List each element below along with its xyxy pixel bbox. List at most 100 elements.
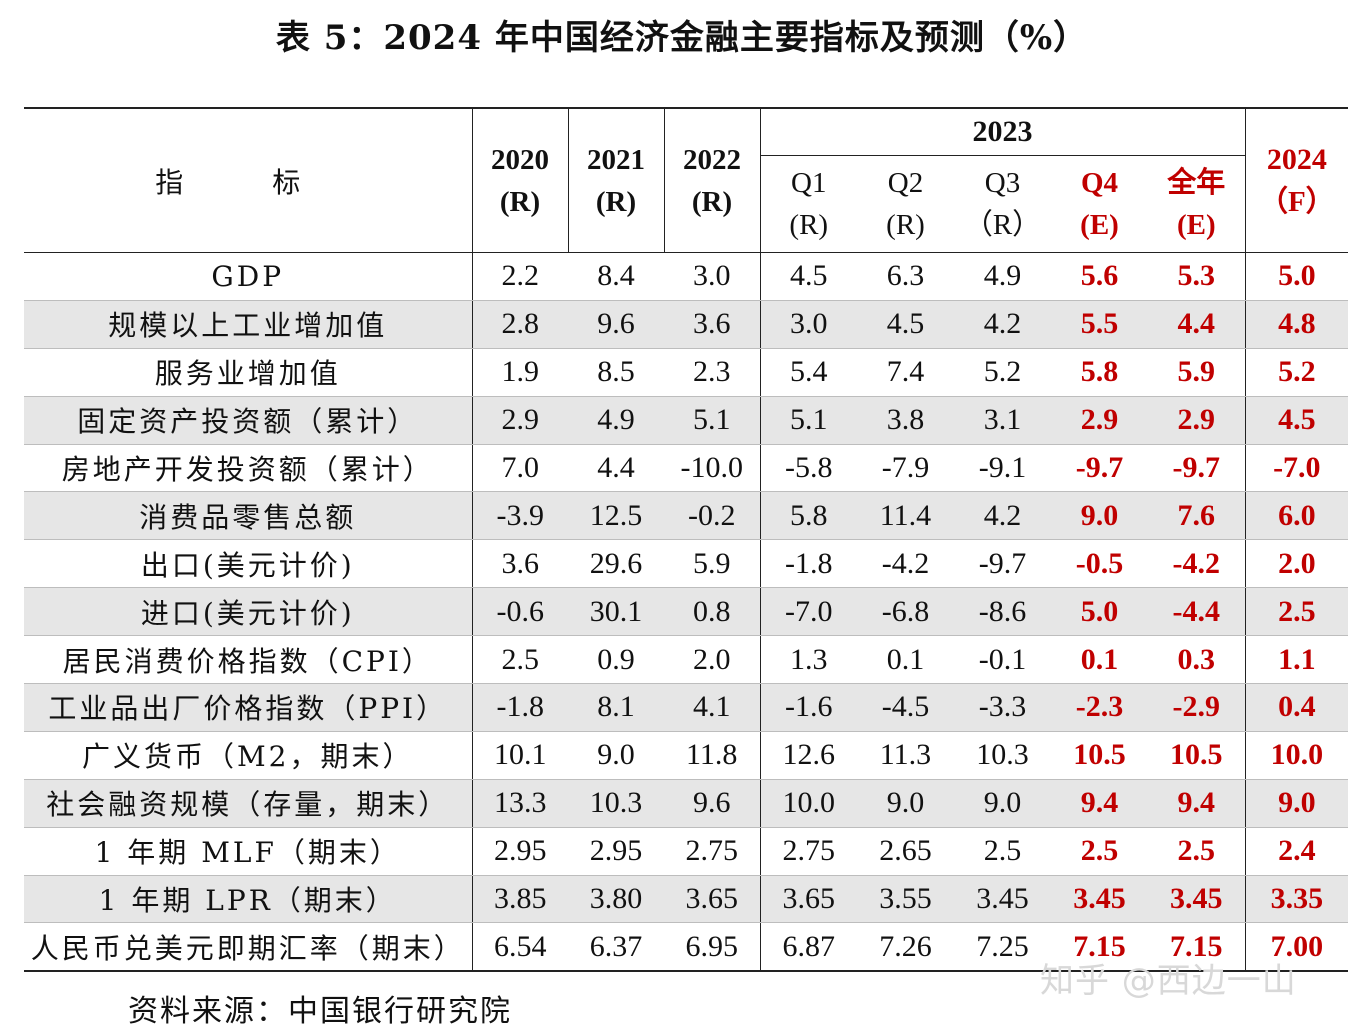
value-cell: 3.6	[471, 539, 568, 589]
table-row: 人民币兑美元即期汇率（期末） 6.54 6.37 6.95 6.87 7.26 7.25 7.…	[24, 922, 1349, 973]
value-cell: -3.3	[954, 683, 1051, 732]
header-q4: Q4 (E)	[1051, 155, 1148, 253]
indicator-table: 指 标 2020 (R) 2021 (R) 2022 (R) 2023 2024 （F）…	[24, 107, 1349, 973]
value-cell: 2.9	[1148, 396, 1246, 445]
value-cell: 3.6	[664, 300, 760, 349]
value-cell: -9.7	[954, 539, 1051, 589]
value-cell: 7.4	[857, 348, 954, 397]
value-cell: -4.4	[1148, 587, 1246, 637]
value-cell: 3.0	[759, 300, 857, 349]
table-row: 服务业增加值 1.9 8.5 2.3 5.4 7.4 5.2 5.8 5.9 5.2	[24, 348, 1349, 397]
value-cell: 10.0	[1244, 731, 1349, 780]
value-cell: 9.0	[857, 779, 954, 828]
value-cell: 6.87	[759, 922, 857, 973]
value-cell: 6.3	[857, 252, 954, 301]
value-cell: 2.9	[471, 396, 568, 445]
value-cell: 11.4	[857, 491, 954, 541]
value-cell: 8.4	[568, 252, 664, 301]
indicator-name: 服务业增加值	[24, 348, 472, 397]
value-cell: 3.45	[954, 875, 1051, 924]
table-row: 居民消费价格指数（CPI） 2.5 0.9 2.0 1.3 0.1 -0.1 0.1 0.3 1.…	[24, 635, 1349, 685]
value-cell: 12.6	[759, 731, 857, 780]
value-cell: 9.0	[1051, 491, 1148, 541]
value-cell: 3.65	[664, 875, 760, 924]
value-cell: 5.3	[1148, 252, 1246, 301]
value-cell: -1.8	[759, 539, 857, 589]
indicator-name: 出口(美元计价)	[24, 539, 472, 589]
value-cell: 9.6	[664, 779, 760, 828]
source-note: 资料来源：中国银行研究院	[128, 994, 512, 1029]
value-cell: 2.5	[954, 827, 1051, 876]
value-cell: 0.4	[1244, 683, 1349, 732]
indicator-name: 固定资产投资额（累计）	[24, 396, 472, 445]
value-cell: 5.2	[954, 348, 1051, 397]
value-cell: 5.8	[759, 491, 857, 541]
table-row: 1 年期 LPR（期末） 3.85 3.80 3.65 3.65 3.55 3.45 3.45…	[24, 875, 1349, 924]
value-cell: 9.0	[1244, 779, 1349, 828]
header-year-2022: 2022 (R)	[663, 107, 760, 253]
value-cell: 5.9	[1148, 348, 1246, 397]
value-cell: 13.3	[471, 779, 568, 828]
value-cell: 3.55	[857, 875, 954, 924]
value-cell: 2.8	[471, 300, 568, 349]
value-cell: 10.0	[759, 779, 857, 828]
header-full-year: 全年 (E)	[1148, 155, 1246, 253]
value-cell: -7.9	[857, 444, 954, 493]
value-cell: -7.0	[1244, 444, 1349, 493]
table-row: 进口(美元计价) -0.6 30.1 0.8 -7.0 -6.8 -8.6 5.0 -4.4 2.…	[24, 587, 1349, 637]
value-cell: 4.9	[568, 396, 664, 445]
indicator-name: 广义货币（M2，期末）	[24, 731, 472, 780]
value-cell: 4.2	[954, 300, 1051, 349]
value-cell: -3.9	[471, 491, 568, 541]
value-cell: -9.7	[1148, 444, 1246, 493]
value-cell: 11.3	[857, 731, 954, 780]
value-cell: 0.9	[568, 635, 664, 685]
value-cell: 3.1	[954, 396, 1051, 445]
value-cell: 1.3	[759, 635, 857, 685]
value-cell: -2.3	[1051, 683, 1148, 732]
value-cell: 5.2	[1244, 348, 1349, 397]
value-cell: 7.6	[1148, 491, 1246, 541]
value-cell: 9.0	[568, 731, 664, 780]
value-cell: -0.6	[471, 587, 568, 637]
value-cell: 9.4	[1148, 779, 1246, 828]
value-cell: 2.0	[664, 635, 760, 685]
value-cell: -10.0	[664, 444, 760, 493]
value-cell: 5.9	[664, 539, 760, 589]
value-cell: 2.95	[471, 827, 568, 876]
value-cell: 2.0	[1244, 539, 1349, 589]
value-cell: 9.4	[1051, 779, 1148, 828]
value-cell: 12.5	[568, 491, 664, 541]
value-cell: 1.9	[471, 348, 568, 397]
value-cell: 2.2	[471, 252, 568, 301]
value-cell: 4.2	[954, 491, 1051, 541]
value-cell: 10.5	[1051, 731, 1148, 780]
table-row: 规模以上工业增加值 2.8 9.6 3.6 3.0 4.5 4.2 5.5 4.4 4.8	[24, 300, 1349, 349]
value-cell: 2.5	[1244, 587, 1349, 637]
value-cell: 6.37	[568, 922, 664, 973]
value-cell: 6.54	[471, 922, 568, 973]
value-cell: 4.9	[954, 252, 1051, 301]
value-cell: 7.15	[1148, 922, 1246, 973]
value-cell: 4.5	[857, 300, 954, 349]
value-cell: 2.5	[471, 635, 568, 685]
value-cell: 10.1	[471, 731, 568, 780]
value-cell: -0.2	[664, 491, 760, 541]
indicator-name: 进口(美元计价)	[24, 587, 472, 637]
value-cell: 3.45	[1148, 875, 1246, 924]
value-cell: -1.6	[759, 683, 857, 732]
value-cell: 5.0	[1244, 252, 1349, 301]
value-cell: 4.5	[759, 252, 857, 301]
value-cell: 8.1	[568, 683, 664, 732]
value-cell: 5.1	[759, 396, 857, 445]
value-cell: 5.1	[664, 396, 760, 445]
table-row: 固定资产投资额（累计） 2.9 4.9 5.1 5.1 3.8 3.1 2.9 2.9 4.5	[24, 396, 1349, 445]
value-cell: -5.8	[759, 444, 857, 493]
value-cell: 2.3	[664, 348, 760, 397]
header-q2: Q2 (R)	[857, 155, 954, 253]
value-cell: 0.3	[1148, 635, 1246, 685]
value-cell: 11.8	[664, 731, 760, 780]
value-cell: 6.0	[1244, 491, 1349, 541]
indicator-name: 人民币兑美元即期汇率（期末）	[24, 922, 472, 973]
table-row: 社会融资规模（存量，期末） 13.3 10.3 9.6 10.0 9.0 9.0 9.4 9.4…	[24, 779, 1349, 828]
